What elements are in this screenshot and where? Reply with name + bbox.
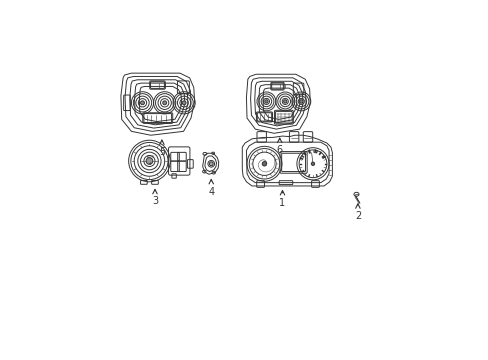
Text: AUTO: AUTO xyxy=(147,155,154,159)
Text: 4: 4 xyxy=(208,186,214,197)
Ellipse shape xyxy=(163,101,166,105)
Ellipse shape xyxy=(140,101,144,105)
Text: 6: 6 xyxy=(276,145,282,155)
Ellipse shape xyxy=(264,100,267,103)
Ellipse shape xyxy=(146,158,152,164)
Text: 1: 1 xyxy=(279,198,285,208)
Text: off: off xyxy=(149,162,152,166)
Ellipse shape xyxy=(262,162,266,166)
Ellipse shape xyxy=(311,162,314,166)
Ellipse shape xyxy=(182,101,185,105)
Text: 3: 3 xyxy=(152,197,158,207)
Ellipse shape xyxy=(209,162,213,166)
Ellipse shape xyxy=(299,100,303,103)
Text: 2: 2 xyxy=(354,211,360,221)
Text: 5: 5 xyxy=(159,147,164,157)
Ellipse shape xyxy=(283,100,286,103)
